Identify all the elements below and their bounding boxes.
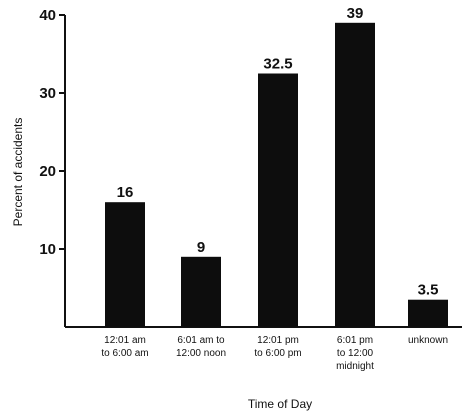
category-label: to 6:00 am [101,348,148,359]
bar [408,299,448,327]
bar-value-labels: 16 9 32.5 39 3.5 [117,5,439,299]
category-label: 12:01 am [104,335,146,346]
y-ticks: 10 20 30 40 [39,7,65,258]
category-labels: 12:01 am to 6:00 am 6:01 am to 12:00 noon 12… [101,335,448,372]
bar [181,256,221,327]
category-label: midnight [336,361,374,372]
bar-value-label: 3.5 [418,282,439,299]
bar-value-label: 39 [347,5,364,22]
y-tick-label: 30 [39,85,56,102]
category-label: to 6:00 pm [254,348,301,359]
y-tick-label: 20 [39,163,56,180]
bars [105,22,448,328]
x-axis-label: Time of Day [248,397,312,411]
category-label: 6:01 pm [337,335,373,346]
bar [335,22,375,328]
category-label: 12:00 noon [176,348,226,359]
category-label: unknown [408,335,448,346]
bar-value-label: 16 [117,184,134,201]
bar [258,73,298,327]
category-label: 6:01 am to [177,335,225,346]
y-tick-label: 10 [39,241,56,258]
y-tick-label: 40 [39,7,56,24]
category-label: 12:01 pm [257,335,299,346]
bar-value-label: 9 [197,239,205,256]
bar-value-label: 32.5 [263,56,292,73]
bar [105,202,145,327]
y-axis-label: Percent of accidents [11,118,25,227]
category-label: to 12:00 [337,348,374,359]
